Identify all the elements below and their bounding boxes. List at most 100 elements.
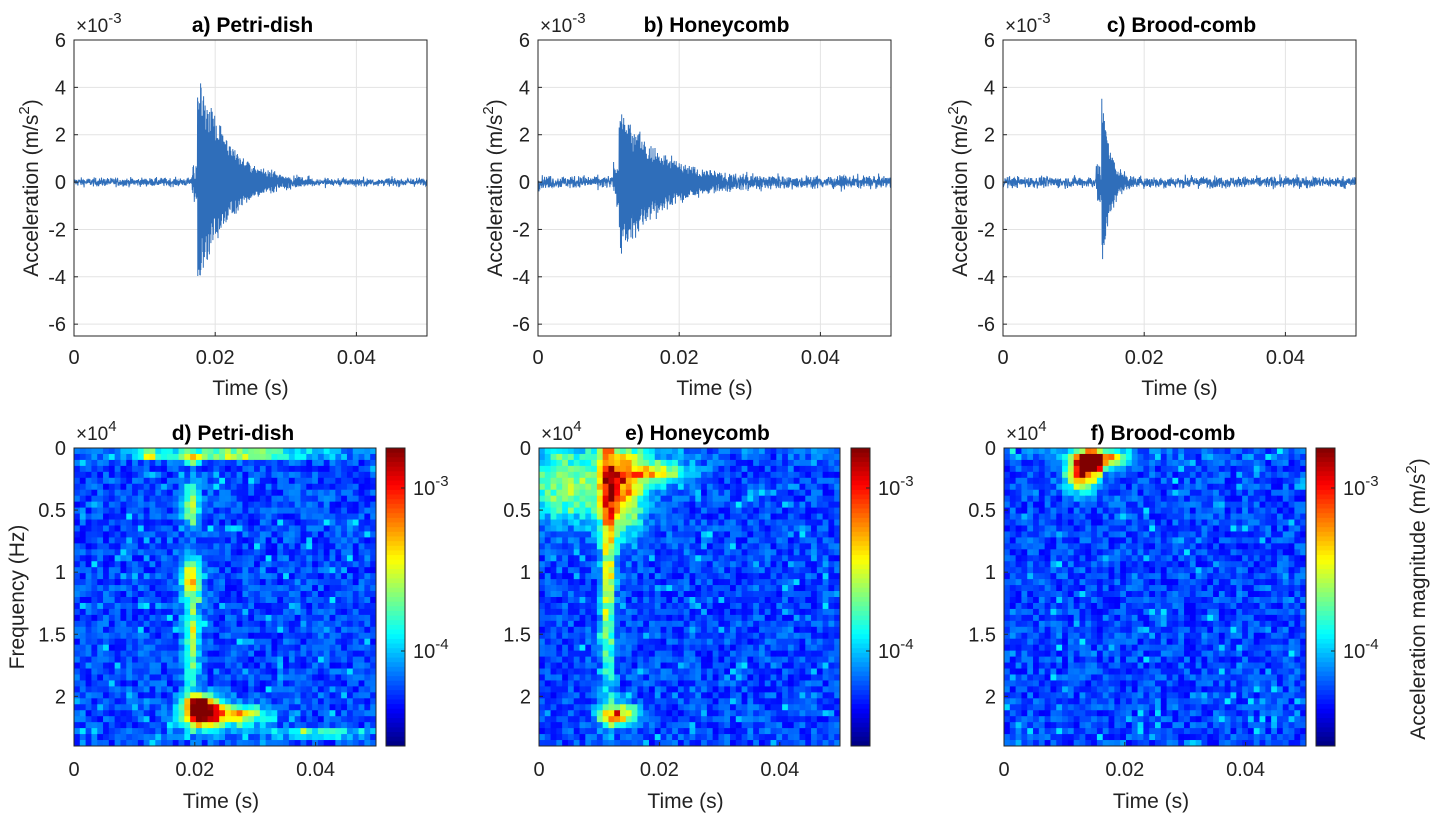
heatmap-cell — [660, 519, 667, 526]
heatmap-cell — [776, 549, 783, 556]
heatmap-cell — [225, 656, 232, 663]
heatmap-cell — [620, 620, 627, 628]
heatmap-cell — [126, 686, 133, 693]
heatmap-cell — [155, 716, 162, 723]
heatmap-cell — [805, 549, 812, 556]
heatmap-cell — [120, 507, 127, 514]
heatmap-cell — [132, 668, 139, 675]
heatmap-cell — [341, 573, 348, 580]
heatmap-cell — [143, 710, 150, 717]
heatmap-cell — [643, 662, 650, 669]
heatmap-cell — [201, 579, 208, 586]
heatmap-cell — [352, 716, 359, 723]
heatmap-cell — [201, 656, 208, 663]
heatmap-cell — [254, 716, 261, 723]
heatmap-cell — [248, 453, 255, 461]
heatmap-cell — [225, 531, 232, 538]
heatmap-cell — [683, 620, 690, 628]
heatmap-cell — [637, 585, 644, 592]
heatmap-cell — [654, 573, 661, 580]
heatmap-cell — [346, 567, 354, 574]
heatmap-cell — [608, 471, 615, 479]
heatmap-cell — [126, 728, 133, 735]
heatmap-cell — [730, 489, 737, 497]
heatmap-cell — [770, 495, 777, 503]
heatmap-cell — [712, 567, 719, 574]
heatmap-cell — [97, 722, 104, 729]
heatmap-cell — [114, 513, 121, 520]
heatmap-cell — [166, 674, 174, 681]
heatmap-cell — [718, 448, 725, 455]
heatmap-cell — [660, 597, 667, 604]
heatmap-cell — [579, 448, 586, 455]
heatmap-cell — [201, 465, 208, 473]
heatmap-cell — [155, 602, 162, 610]
heatmap-cell — [730, 632, 737, 640]
heatmap-cell — [207, 602, 214, 610]
heatmap-cell — [579, 519, 586, 526]
heatmap-cell — [643, 453, 650, 461]
heatmap-cell — [172, 608, 179, 616]
heatmap-cell — [207, 448, 214, 455]
heatmap-cell — [620, 573, 627, 580]
heatmap-cell — [149, 710, 156, 717]
heatmap-cell — [114, 573, 121, 580]
heatmap-cell — [567, 650, 575, 657]
heatmap-cell — [114, 662, 121, 669]
heatmap-cell — [236, 608, 243, 616]
heatmap-cell — [114, 597, 121, 604]
heatmap-cell — [550, 448, 557, 455]
heatmap-cell — [677, 471, 685, 479]
heatmap-cell — [259, 668, 267, 675]
heatmap-cell — [166, 501, 174, 508]
heatmap-cell — [236, 489, 243, 497]
heatmap-cell — [120, 561, 127, 568]
heatmap-cell — [608, 543, 615, 550]
heatmap-cell — [625, 471, 633, 479]
heatmap-cell — [137, 483, 145, 491]
heatmap-cell — [654, 477, 661, 485]
heatmap-cell — [114, 674, 121, 681]
heatmap-cell — [677, 567, 685, 574]
heatmap-cell — [219, 614, 226, 622]
heatmap-cell — [834, 549, 841, 556]
heatmap-cell — [108, 662, 116, 669]
heatmap-cell — [126, 632, 133, 640]
heatmap-cell — [614, 614, 621, 622]
heatmap-cell — [120, 644, 127, 652]
heatmap-cell — [735, 513, 742, 520]
heatmap-cell — [329, 543, 336, 550]
heatmap-cell — [637, 555, 644, 562]
heatmap-cell — [225, 501, 232, 508]
heatmap-cell — [724, 608, 731, 616]
heatmap-cell — [666, 650, 673, 657]
heatmap-cell — [816, 448, 824, 455]
heatmap-cell — [770, 674, 777, 681]
heatmap-cell — [79, 567, 87, 574]
heatmap-cell — [816, 537, 824, 544]
heatmap-cell — [724, 543, 731, 550]
heatmap-cell — [335, 579, 342, 586]
heatmap-cell — [706, 501, 714, 508]
heatmap-cell — [718, 644, 725, 652]
heatmap-cell — [539, 680, 546, 687]
heatmap-cell — [364, 650, 371, 657]
heatmap-cell — [254, 710, 261, 717]
heatmap-cell — [236, 549, 243, 556]
heatmap-cell — [747, 513, 754, 520]
heatmap-cell — [91, 465, 98, 473]
colorbar-step — [386, 722, 405, 728]
heatmap-cell — [625, 543, 633, 550]
heatmap-cell — [793, 573, 800, 580]
heatmap-cell — [294, 644, 301, 652]
heatmap-cell — [735, 477, 742, 485]
heatmap-cell — [539, 459, 546, 467]
heatmap-cell — [166, 573, 174, 580]
heatmap-cell — [735, 519, 742, 526]
heatmap-cell — [364, 459, 371, 467]
heatmap-cell — [108, 722, 116, 729]
heatmap-cell — [317, 453, 325, 461]
heatmap-cell — [79, 477, 87, 485]
heatmap-cell — [811, 507, 818, 514]
heatmap-cell — [126, 692, 133, 699]
